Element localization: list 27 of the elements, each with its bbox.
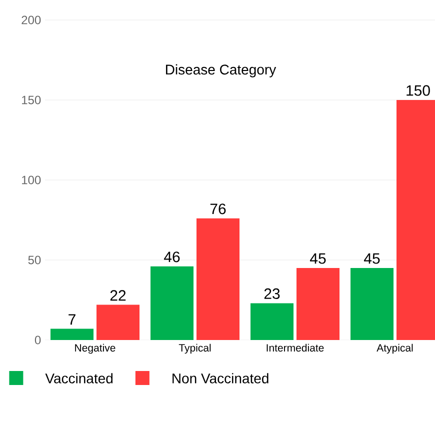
data-label: 23 [264,288,280,299]
y-tick-label: 150 [22,96,41,104]
x-tick-label: Intermediate [266,344,324,352]
y-tick-label: 0 [34,336,41,344]
x-tick-label: Atypical [376,344,413,354]
text: Disease Category [166,64,276,78]
bar [196,218,240,340]
x-tick-label: Typical [178,344,211,354]
data-label: 22 [110,290,126,301]
bar [50,328,94,340]
legend-label: Vaccinated [45,373,113,384]
y-tick-label: 200 [22,16,41,24]
data-label: 76 [210,204,226,214]
bar [296,268,340,340]
x-tick-label: Negative [75,344,116,354]
data-label: 46 [164,252,180,262]
data-label: 45 [364,253,380,264]
bar [250,303,294,340]
y-tick-label: 50 [28,256,41,264]
data-label: 150 [406,85,430,96]
data-label: 45 [310,253,326,264]
bar [150,266,194,340]
data-label: 7 [68,314,76,325]
bar [96,304,140,340]
bar [350,268,394,340]
legend-label: Non Vaccinated [172,373,268,384]
y-tick-label: 100 [22,176,41,184]
